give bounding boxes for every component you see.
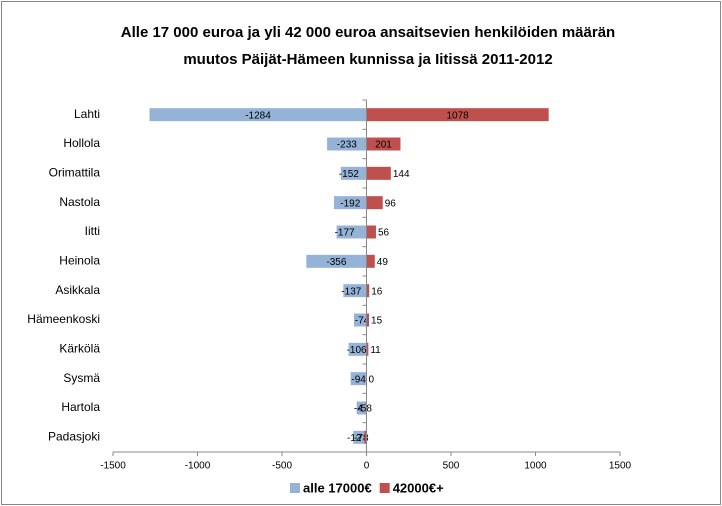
bar [348, 342, 367, 356]
data-label: -78 [354, 433, 369, 444]
x-tick-label: 1000 [524, 461, 547, 472]
bar [366, 225, 376, 239]
bar [343, 284, 367, 298]
data-label: -106 [347, 345, 367, 356]
data-label: -12 [347, 433, 362, 444]
bar [306, 254, 367, 268]
data-label: 201 [375, 140, 392, 151]
bar [366, 284, 370, 298]
legend-label: 42000€+ [393, 480, 444, 495]
y-tick-label: Padasjoki [48, 430, 100, 444]
bar [366, 254, 375, 268]
bar [340, 166, 367, 180]
data-label: 11 [370, 345, 381, 356]
y-tick-label: Orimattila [49, 166, 101, 180]
data-label: -4 [354, 404, 363, 415]
data-label: 144 [393, 169, 410, 180]
bar [336, 225, 367, 239]
x-tick-label: 1500 [609, 461, 632, 472]
bar [366, 196, 383, 210]
data-label: -356 [326, 257, 346, 268]
bar [366, 108, 549, 122]
y-tick-label: Kärkölä [59, 342, 100, 356]
y-tick-label: Lahti [74, 107, 100, 121]
legend-label: alle 17000€ [303, 480, 372, 495]
data-label: 0 [369, 374, 375, 385]
y-tick-label: Heinola [59, 254, 100, 268]
legend-swatch [379, 483, 390, 493]
bar [353, 430, 367, 444]
data-label: -74 [355, 316, 370, 327]
data-label: -233 [337, 140, 357, 151]
bar [149, 108, 367, 122]
data-label: -152 [339, 169, 359, 180]
bar [366, 342, 369, 356]
data-label: 56 [378, 228, 390, 239]
bar [334, 196, 367, 210]
data-label: 1078 [446, 110, 469, 121]
y-tick-label: Sysmä [63, 371, 100, 385]
x-tick-label: -1500 [100, 461, 126, 472]
bar [350, 372, 367, 386]
data-label: -137 [341, 286, 361, 297]
y-tick-label: Hämeenkoski [27, 312, 100, 326]
x-tick-label: 500 [443, 461, 460, 472]
bar [366, 313, 370, 327]
legend-swatch [290, 483, 300, 493]
x-tick-label: 0 [364, 461, 370, 472]
bar [366, 137, 401, 151]
data-label: -1284 [245, 110, 271, 121]
chart-title: muutos Päijät-Hämeen kunnissa ja Iitissä… [183, 51, 552, 68]
data-label: -192 [340, 198, 360, 209]
y-tick-label: Asikkala [55, 283, 100, 297]
y-tick-label: Nastola [59, 195, 100, 209]
bar [364, 430, 367, 444]
y-tick-label: Hollola [63, 136, 100, 150]
bar [366, 166, 391, 180]
bar [353, 313, 367, 327]
data-label: 49 [377, 257, 389, 268]
y-tick-label: Iitti [85, 224, 100, 238]
x-tick-label: -500 [272, 461, 292, 472]
bar [327, 137, 367, 151]
data-label: 15 [371, 316, 383, 327]
data-label: -94 [351, 374, 366, 385]
bar [356, 401, 367, 415]
chart-title: Alle 17 000 euroa ja yli 42 000 euroa an… [121, 24, 615, 41]
data-label: 16 [371, 286, 383, 297]
y-tick-label: Hartola [61, 400, 100, 414]
data-label: 96 [385, 198, 397, 209]
x-tick-label: -1000 [185, 461, 211, 472]
data-label: -58 [357, 404, 372, 415]
data-label: -177 [335, 228, 355, 239]
